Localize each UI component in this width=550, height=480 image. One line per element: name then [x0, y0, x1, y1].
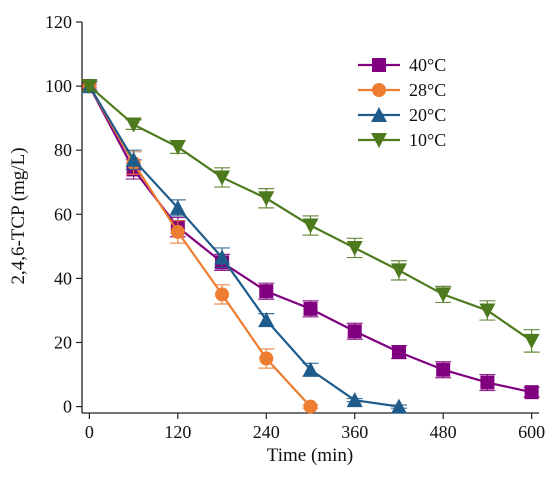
series-line: [88, 85, 312, 408]
series-0: [81, 79, 540, 400]
data-point: [346, 392, 363, 408]
data-point: [479, 303, 496, 319]
data-point: [125, 117, 142, 133]
data-point: [346, 240, 363, 256]
legend-label: 40°C: [409, 55, 446, 75]
data-point: [302, 361, 319, 377]
legend-marker: [372, 83, 386, 97]
legend-label: 10°C: [409, 130, 446, 150]
legend-marker: [371, 107, 387, 122]
legend-marker: [371, 133, 387, 148]
data-point: [523, 333, 540, 349]
legend: 40°C 28°C 20°C 10°C: [358, 55, 446, 150]
y-tick-label: 0: [63, 397, 72, 417]
x-tick-label: 360: [341, 422, 368, 442]
y-axis-title: 2,4,6-TCP (mg/L): [8, 147, 29, 284]
x-tick-label: 600: [518, 422, 545, 442]
legend-item: 20°C: [358, 105, 446, 125]
x-tick-label: 120: [164, 422, 191, 442]
series-1: [81, 79, 319, 414]
legend-marker: [372, 58, 386, 72]
data-point: [169, 199, 186, 215]
series-line: [88, 85, 532, 394]
data-point: [258, 312, 275, 328]
data-point: [347, 324, 362, 339]
data-point: [435, 287, 452, 303]
x-ticks: 0 120 240 360 480 600: [85, 413, 545, 442]
y-tick-label: 100: [45, 76, 72, 96]
x-tick-label: 240: [253, 422, 280, 442]
data-point: [390, 398, 407, 414]
legend-label: 28°C: [409, 80, 446, 100]
data-point: [390, 263, 407, 279]
y-tick-label: 80: [54, 140, 72, 160]
data-point: [259, 284, 274, 299]
data-point: [303, 399, 318, 414]
series-line: [88, 85, 400, 408]
series-layer: [81, 78, 540, 414]
series-3: [81, 79, 540, 353]
y-tick-label: 60: [54, 204, 72, 224]
legend-item: 40°C: [358, 55, 446, 75]
data-point: [214, 170, 231, 186]
legend-item: 28°C: [358, 80, 446, 100]
data-point: [258, 191, 275, 207]
data-point: [215, 287, 230, 302]
data-point: [259, 351, 274, 366]
data-point: [81, 79, 98, 95]
data-point: [214, 249, 231, 265]
data-point: [480, 375, 495, 390]
data-point: [524, 385, 539, 400]
y-tick-label: 40: [54, 268, 72, 288]
series-2: [81, 78, 407, 414]
legend-label: 20°C: [409, 105, 446, 125]
data-point: [436, 362, 451, 377]
data-point: [169, 139, 186, 155]
y-tick-label: 120: [45, 12, 72, 32]
data-point: [303, 301, 318, 316]
data-point: [125, 151, 142, 167]
data-point: [391, 345, 406, 360]
data-point: [170, 224, 185, 239]
x-tick-label: 0: [85, 422, 94, 442]
x-axis-title: Time (min): [267, 445, 353, 466]
y-tick-label: 20: [54, 332, 72, 352]
y-ticks: 0 20 40 60 80 100 120: [45, 12, 82, 417]
legend-item: 10°C: [358, 130, 446, 150]
x-tick-label: 480: [430, 422, 457, 442]
data-point: [302, 218, 319, 234]
